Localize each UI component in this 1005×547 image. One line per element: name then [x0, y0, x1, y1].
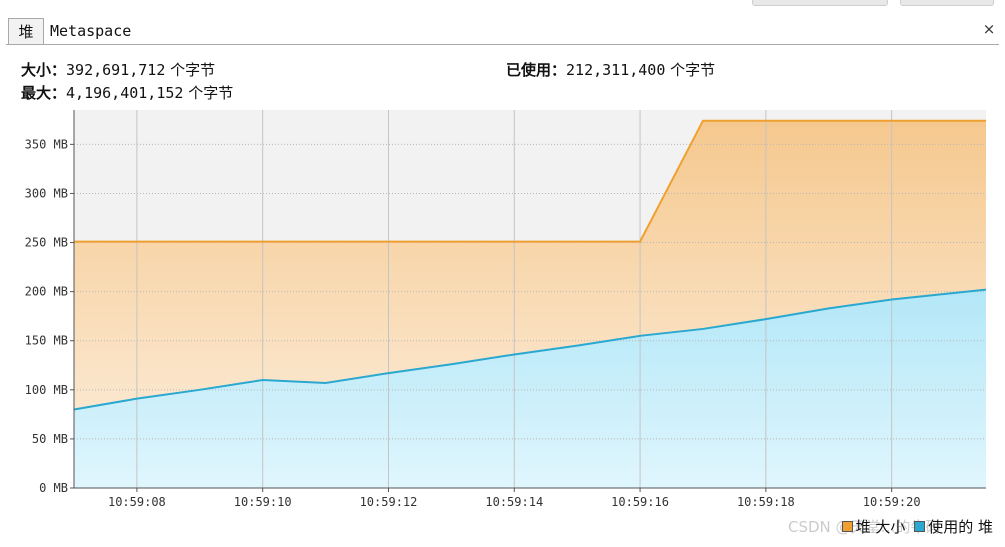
y-tick-label: 100 MB	[25, 383, 68, 397]
y-tick-label: 150 MB	[25, 334, 68, 348]
tab-metaspace[interactable]: Metaspace	[50, 22, 132, 40]
y-tick-label: 350 MB	[25, 137, 68, 151]
top-toolbar-strip	[0, 0, 1005, 16]
heap-size-value: 392,691,712	[66, 61, 166, 79]
toolbar-button[interactable]	[752, 0, 888, 6]
y-tick-label: 200 MB	[25, 285, 68, 299]
heap-size-unit: 个字节	[170, 61, 216, 79]
heap-used-value: 212,311,400	[566, 61, 666, 79]
x-tick-label: 10:59:14	[485, 495, 543, 509]
heap-used-label: 已使用：	[506, 61, 567, 79]
legend-label-heap-size: 堆 大小	[855, 518, 906, 536]
heap-max-label: 最大：	[21, 84, 67, 102]
legend-item-used-heap: 使用的 堆	[914, 518, 993, 536]
heap-size-label: 大小：	[21, 61, 67, 79]
x-tick-label: 10:59:16	[611, 495, 669, 509]
tab-heap[interactable]: 堆	[8, 18, 44, 44]
x-tick-label: 10:59:08	[108, 495, 166, 509]
tab-bar: 堆 Metaspace ×	[6, 16, 999, 45]
y-tick-label: 0 MB	[39, 481, 68, 495]
heap-used-stat: 已使用：212,311,400 个字节	[506, 59, 715, 80]
y-tick-label: 50 MB	[32, 432, 68, 446]
x-tick-label: 10:59:10	[234, 495, 292, 509]
heap-size-line	[74, 119, 986, 243]
close-icon[interactable]: ×	[982, 20, 996, 38]
toolbar-button[interactable]	[900, 0, 994, 6]
x-tick-label: 10:59:12	[360, 495, 418, 509]
x-tick-label: 10:59:20	[863, 495, 921, 509]
heap-max-value: 4,196,401,152	[66, 84, 184, 102]
legend-item-heap-size: 堆 大小	[841, 518, 906, 536]
legend-label-used-heap: 使用的 堆	[928, 518, 993, 536]
used-heap-line	[73, 288, 987, 411]
chart-legend: 堆 大小 使用的 堆	[838, 516, 993, 538]
heap-size-stat: 大小：392,691,712 个字节	[21, 59, 215, 80]
x-tick-label: 10:59:18	[737, 495, 795, 509]
heap-max-unit: 个字节	[188, 84, 234, 102]
legend-swatch-used-heap	[914, 521, 926, 532]
heap-max-stat: 最大：4,196,401,152 个字节	[21, 82, 233, 103]
y-tick-label: 300 MB	[25, 186, 68, 200]
y-tick-label: 250 MB	[25, 236, 68, 250]
heap-used-unit: 个字节	[670, 61, 716, 79]
legend-swatch-heap-size	[841, 521, 853, 532]
